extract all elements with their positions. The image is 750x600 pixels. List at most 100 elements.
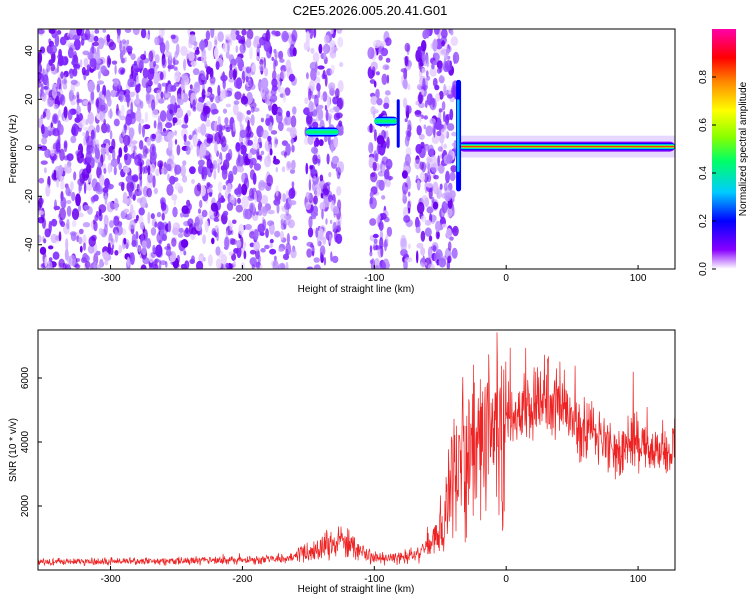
noise-blob [38, 210, 44, 216]
noise-blob [428, 235, 433, 242]
noise-blob [95, 250, 101, 256]
noise-blob [384, 90, 391, 96]
noise-blob [336, 29, 343, 34]
noise-blob [81, 168, 90, 181]
noise-blob [51, 83, 57, 88]
noise-blob [320, 252, 323, 260]
noise-blob [58, 258, 65, 268]
noise-blob [76, 150, 85, 164]
noise-blob [128, 127, 135, 138]
noise-blob [220, 136, 227, 148]
noise-blob [386, 74, 390, 84]
noise-blob [211, 108, 219, 115]
noise-blob [328, 115, 332, 126]
noise-blob [110, 158, 119, 168]
spectrogram-y-tick-label: 0 [24, 145, 35, 151]
noise-blob [415, 143, 423, 154]
noise-blob [58, 164, 64, 176]
noise-blob [154, 258, 160, 263]
noise-blob [159, 110, 167, 122]
noise-blob [57, 120, 61, 131]
noise-blob [67, 47, 74, 59]
noise-blob [427, 144, 435, 157]
noise-blob [253, 163, 261, 171]
noise-blob [107, 242, 111, 255]
noise-blob [326, 153, 330, 165]
noise-blob [60, 221, 65, 227]
noise-blob [174, 164, 182, 175]
noise-blob [96, 80, 105, 85]
noise-blob [250, 114, 255, 126]
noise-blob [433, 174, 439, 180]
noise-blob [452, 51, 460, 64]
noise-blob [249, 257, 257, 266]
noise-blob [73, 38, 81, 51]
noise-blob [63, 74, 67, 85]
noise-blob [129, 74, 134, 79]
noise-blob [227, 39, 231, 43]
noise-blob [121, 104, 125, 116]
noise-blob [92, 41, 99, 47]
noise-blob [403, 215, 411, 223]
noise-blob [152, 263, 159, 269]
noise-blob [320, 95, 324, 100]
noise-blob [431, 196, 435, 204]
noise-blob [173, 56, 176, 67]
noise-blob [245, 75, 249, 83]
noise-blob [415, 216, 420, 229]
noise-blob [78, 228, 84, 235]
noise-blob [70, 100, 76, 106]
noise-blob [305, 31, 310, 44]
noise-blob [291, 144, 295, 153]
noise-blob [68, 254, 76, 267]
noise-blob [332, 96, 339, 105]
noise-blob [185, 145, 191, 155]
noise-blob [385, 158, 393, 170]
noise-blob [249, 83, 256, 90]
noise-blob [309, 165, 314, 170]
noise-blob [243, 242, 247, 248]
noise-blob [60, 94, 66, 106]
noise-blob [315, 227, 319, 238]
noise-blob [153, 187, 158, 195]
noise-blob [46, 260, 53, 269]
noise-blob [43, 167, 47, 174]
noise-blob [402, 79, 408, 89]
noise-blob [216, 158, 222, 163]
noise-blob [292, 235, 298, 241]
noise-blob [159, 260, 167, 266]
noise-blob [312, 52, 320, 63]
noise-blob [444, 53, 449, 61]
noise-blob [209, 67, 214, 79]
noise-blob [79, 59, 83, 68]
noise-blob [322, 182, 331, 196]
noise-blob [140, 29, 147, 39]
noise-blob [103, 214, 109, 228]
noise-blob [173, 66, 178, 71]
noise-blob [224, 117, 229, 125]
noise-blob [308, 216, 313, 229]
noise-blob [91, 234, 97, 242]
noise-blob [222, 108, 228, 114]
noise-blob [273, 198, 281, 206]
noise-blob [191, 179, 195, 184]
noise-blob [88, 172, 92, 183]
noise-blob [119, 90, 124, 103]
noise-blob [272, 70, 277, 81]
snr-y-label: SNR (10 * v/v) [8, 418, 19, 482]
noise-blob [52, 87, 57, 99]
noise-blob [125, 198, 132, 206]
noise-blob [384, 169, 390, 180]
noise-blob [310, 211, 318, 217]
noise-blob [329, 219, 333, 224]
noise-blob [155, 244, 163, 258]
noise-blob [432, 39, 438, 52]
noise-blob [204, 220, 209, 233]
noise-blob [330, 251, 333, 262]
colorbar-tick-label: 0.6 [698, 118, 709, 132]
noise-blob [217, 31, 224, 43]
noise-blob [147, 165, 151, 176]
noise-blob [72, 51, 78, 63]
noise-blob [69, 231, 77, 236]
noise-blob [71, 219, 77, 228]
